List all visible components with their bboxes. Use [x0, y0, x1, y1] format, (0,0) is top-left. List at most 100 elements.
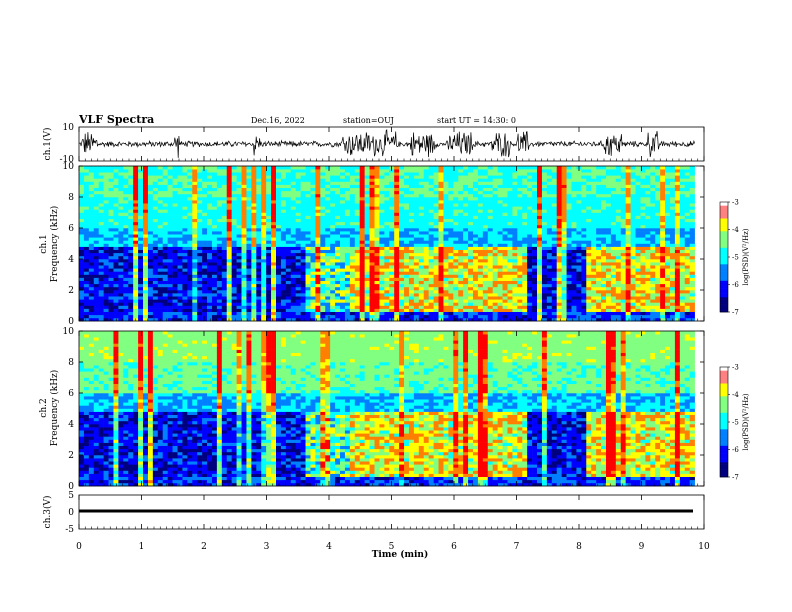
- spectrogram-cell: [157, 293, 164, 297]
- spectrogram-cell: [404, 178, 410, 182]
- spectrogram-cell: [236, 299, 242, 303]
- spectrogram-cell: [133, 175, 139, 179]
- spectrogram-cell: [211, 274, 218, 278]
- spectrogram-cell: [211, 190, 218, 195]
- spectrogram-cell: [413, 290, 420, 294]
- spectrogram-cell: [344, 187, 351, 192]
- spectrogram-cell: [330, 243, 336, 247]
- spectrogram-cell: [384, 262, 390, 266]
- spectrogram-cell: [315, 218, 321, 223]
- spectrogram-cell: [177, 259, 183, 263]
- spectrogram-cell: [167, 305, 173, 309]
- spectrogram-cell: [492, 178, 498, 182]
- spectrogram-cell: [532, 246, 538, 250]
- spectrogram-cell: [527, 299, 533, 303]
- spectrogram-cell: [108, 221, 114, 226]
- spectrogram-cell: [266, 268, 272, 272]
- spectrogram-cell: [256, 299, 262, 303]
- spectrogram-cell: [389, 286, 395, 291]
- spectrogram-cell: [152, 308, 159, 312]
- spectrogram-cell: [182, 224, 188, 229]
- spectrogram-cell: [192, 283, 198, 288]
- spectrogram-cell: [546, 184, 553, 188]
- spectrogram-cell: [349, 271, 356, 275]
- spectrogram-cell: [482, 166, 489, 170]
- spectrogram-cell: [394, 283, 400, 288]
- spectrogram-cell: [404, 206, 410, 210]
- spectrogram-cell: [241, 212, 247, 216]
- spectrogram-cell: [468, 280, 474, 285]
- spectrogram-cell: [162, 311, 168, 316]
- spectrogram-cell: [231, 181, 237, 185]
- spectrogram-cell: [364, 308, 370, 312]
- spectrogram-cell: [276, 268, 282, 272]
- spectrogram-cell: [404, 290, 410, 294]
- spectrogram-cell: [143, 228, 149, 232]
- spectrogram-cell: [128, 296, 134, 300]
- spectrogram-cell: [216, 305, 223, 309]
- spectrogram-cell: [202, 190, 208, 195]
- spectrogram-cell: [433, 203, 439, 207]
- spectrogram-cell: [428, 215, 434, 219]
- spectrogram-cell: [482, 184, 489, 188]
- spectrogram-cell: [108, 262, 114, 266]
- spectrogram-cell: [147, 190, 154, 195]
- spectrogram-cell: [216, 268, 223, 272]
- spectrogram-cell: [473, 200, 479, 204]
- spectrogram-cell: [453, 193, 459, 198]
- spectrogram-cell: [428, 277, 434, 281]
- spectrogram-cell: [423, 305, 429, 309]
- spectrogram-cell: [399, 209, 405, 213]
- spectrogram-cell: [143, 197, 149, 201]
- spectrogram-cell: [556, 193, 562, 198]
- spectrogram-cell: [221, 234, 228, 238]
- spectrogram-cell: [335, 308, 341, 312]
- spectrogram-cell: [335, 268, 341, 272]
- spectrogram-cell: [177, 184, 183, 188]
- spectrogram-cell: [379, 280, 385, 285]
- spectrogram-cell: [246, 215, 252, 219]
- spectrogram-cell: [527, 169, 533, 173]
- spectrogram-cell: [369, 259, 375, 263]
- spectrogram-cell: [172, 308, 178, 312]
- spectrogram-cell: [221, 293, 228, 297]
- spectrogram-cell: [384, 193, 390, 198]
- spectrogram-cell: [315, 240, 321, 244]
- spectrogram-cell: [541, 206, 548, 210]
- spectrogram-cell: [187, 169, 193, 173]
- spectrogram-cell: [418, 175, 425, 179]
- spectrogram-cell: [143, 314, 149, 319]
- spectrogram-cell: [280, 259, 287, 263]
- spectrogram-cell: [551, 218, 558, 223]
- spectrogram-cell: [271, 166, 277, 170]
- spectrogram-cell: [463, 252, 469, 257]
- spectrogram-cell: [300, 283, 306, 288]
- spectrogram-cell: [79, 268, 85, 272]
- spectrogram-cell: [502, 293, 508, 297]
- spectrogram-cell: [236, 187, 242, 192]
- spectrogram-cell: [532, 184, 538, 188]
- spectrogram-cell: [389, 299, 395, 303]
- spectrogram-cell: [468, 175, 474, 179]
- spectrogram-cell: [79, 249, 85, 254]
- spectrogram-cell: [93, 280, 99, 285]
- spectrogram-cell: [458, 209, 464, 213]
- spectrogram-cell: [211, 203, 218, 207]
- spectrogram-cell: [79, 305, 85, 309]
- spectrogram-cell: [537, 209, 543, 213]
- spectrogram-cell: [448, 265, 454, 269]
- spectrogram-cell: [487, 311, 493, 316]
- spectrogram-cell: [276, 190, 282, 195]
- spectrogram-cell: [118, 218, 124, 223]
- spectrogram-cell: [433, 231, 439, 235]
- spectrogram-cell: [138, 302, 144, 306]
- spectrogram-cell: [251, 259, 257, 263]
- spectrogram-cell: [211, 249, 218, 254]
- spectrogram-cell: [276, 175, 282, 179]
- spectrogram-cell: [487, 305, 493, 309]
- spectrogram-cell: [108, 255, 114, 260]
- spectrogram-cell: [202, 234, 208, 238]
- spectrogram-cell: [211, 184, 218, 188]
- spectrogram-cell: [128, 184, 134, 188]
- spectrogram-cell: [251, 193, 257, 198]
